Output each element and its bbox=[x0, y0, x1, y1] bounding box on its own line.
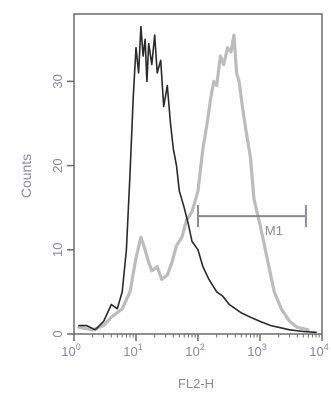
y-tick-label: 30 bbox=[50, 74, 65, 88]
x-tick-label: 103 bbox=[247, 342, 266, 359]
y-tick-label: 0 bbox=[50, 330, 65, 337]
y-tick-label: 20 bbox=[50, 158, 65, 172]
x-axis-label: FL2-H bbox=[178, 376, 214, 391]
gate-marker-label: M1 bbox=[265, 223, 283, 238]
plot-frame bbox=[73, 13, 323, 335]
x-tick-label: 100 bbox=[61, 342, 80, 359]
x-tick-label: 101 bbox=[123, 342, 142, 359]
y-axis-label: Counts bbox=[18, 154, 34, 198]
histogram-series-2 bbox=[77, 33, 310, 332]
histogram-series-1 bbox=[78, 25, 317, 334]
y-tick-label: 10 bbox=[50, 243, 65, 257]
x-tick-label: 102 bbox=[185, 342, 204, 359]
x-tick-label: 104 bbox=[309, 342, 328, 359]
